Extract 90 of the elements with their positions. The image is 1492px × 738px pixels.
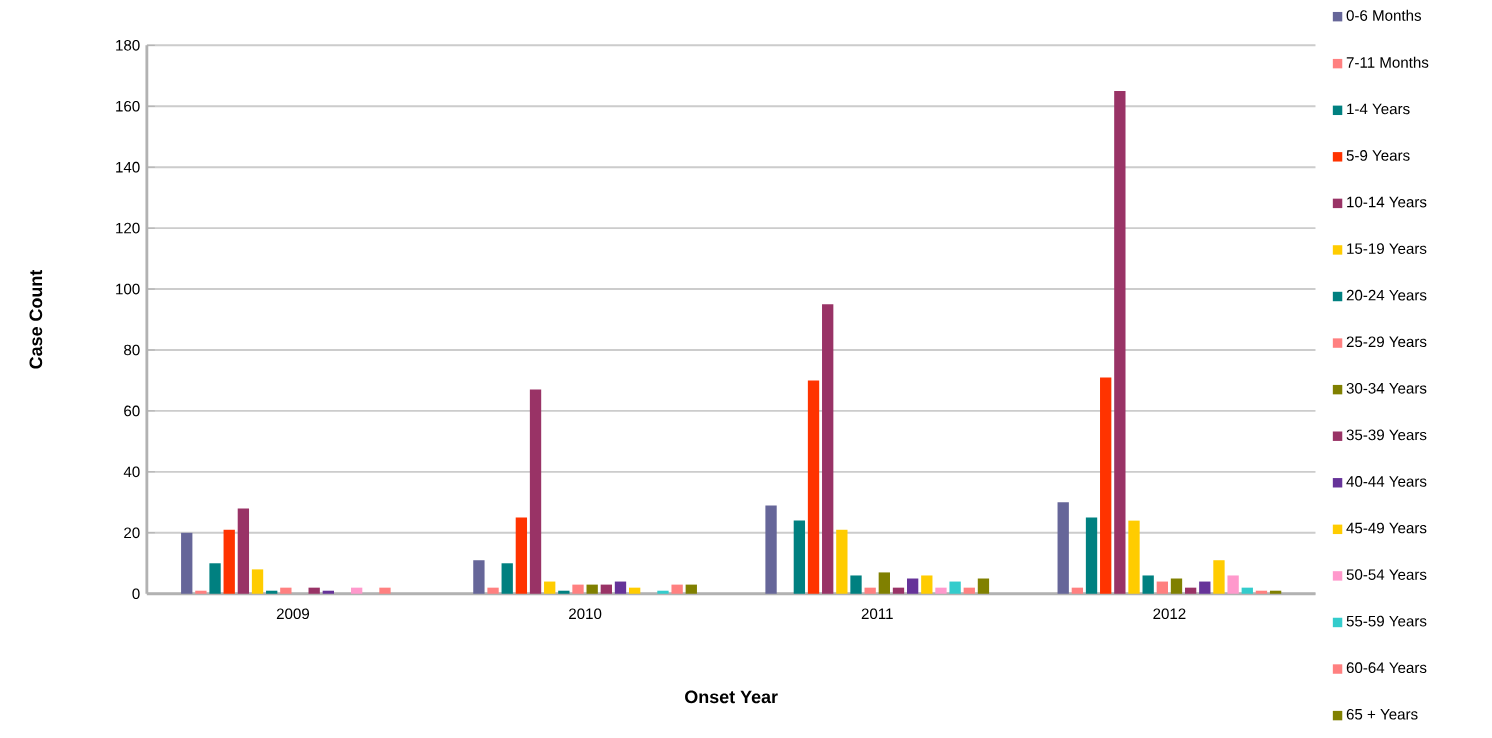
bar <box>487 587 499 594</box>
bar <box>935 587 947 594</box>
bar <box>850 575 862 594</box>
bar <box>308 587 320 594</box>
bar <box>963 587 975 594</box>
bar <box>892 587 905 594</box>
bar <box>878 572 890 594</box>
bar <box>195 590 207 594</box>
bar <box>1269 590 1282 594</box>
bar <box>822 304 834 594</box>
y-tick-label: 100 <box>116 283 140 295</box>
bar <box>906 578 919 594</box>
bar <box>1213 560 1225 594</box>
legend-label: 25-29 Years <box>1346 336 1427 348</box>
legend-label: 55-59 Years <box>1346 615 1427 627</box>
x-tick-label: 2010 <box>569 608 602 620</box>
bar <box>1114 90 1126 594</box>
bar <box>379 587 391 594</box>
bar <box>223 529 235 594</box>
bar <box>1156 581 1168 594</box>
bar <box>1057 502 1069 594</box>
bar <box>1100 377 1112 594</box>
legend-label: 10-14 Years <box>1347 196 1427 208</box>
legend-label: 7-11 Months <box>1346 56 1429 68</box>
bar <box>280 587 292 594</box>
bar <box>529 389 542 594</box>
x-tick-label: 2009 <box>276 608 310 620</box>
bar <box>836 529 848 594</box>
bar <box>807 380 820 594</box>
bar <box>977 578 990 594</box>
legend-label: 0-6 Months <box>1346 9 1422 21</box>
legend-label: 5-9 Years <box>1346 150 1410 161</box>
bar <box>237 508 250 594</box>
bar <box>1255 590 1268 594</box>
bar <box>614 581 627 594</box>
x-tick-label: 2011 <box>861 608 893 620</box>
bar <box>628 587 641 594</box>
y-tick-label: 80 <box>124 344 140 356</box>
y-tick-label: 160 <box>116 100 140 112</box>
bar <box>1199 581 1211 594</box>
bar <box>1241 587 1253 594</box>
x-axis-title: Onset Year <box>685 690 778 704</box>
bar <box>864 587 876 594</box>
y-tick-label: 40 <box>123 466 140 478</box>
y-tick-label: 120 <box>116 222 140 234</box>
bar <box>350 587 363 594</box>
y-tick-label: 20 <box>124 527 140 539</box>
bar <box>1142 575 1154 594</box>
bar <box>266 590 278 594</box>
bar <box>793 520 806 594</box>
bar <box>501 563 513 594</box>
bar <box>586 584 598 594</box>
bar <box>322 590 334 594</box>
bar <box>1085 517 1098 594</box>
bar <box>181 532 193 594</box>
bar <box>600 584 612 594</box>
legend-label: 15-19 Years <box>1347 243 1427 254</box>
bar <box>949 581 961 594</box>
legend-label: 60-64 Years <box>1346 662 1427 673</box>
bar <box>657 590 669 594</box>
bar <box>572 584 584 594</box>
legend-label: 40-44 Years <box>1346 476 1427 487</box>
y-tick-label: 140 <box>116 161 140 173</box>
legend-label: 30-34 Years <box>1346 382 1427 394</box>
legend-label: 20-24 Years <box>1346 289 1427 301</box>
bar <box>515 517 528 594</box>
bar <box>558 590 570 594</box>
y-axis-title: Case Count <box>29 269 43 369</box>
legend-label: 35-39 Years <box>1346 429 1427 441</box>
bar <box>1184 587 1197 594</box>
bar <box>1227 575 1239 594</box>
y-tick-label: 180 <box>116 39 140 51</box>
bar <box>209 563 221 594</box>
y-tick-label: 60 <box>124 405 140 417</box>
bar <box>921 575 933 594</box>
legend-label: 45-49 Years <box>1346 522 1427 534</box>
bar <box>685 584 697 594</box>
x-tick-label: 2012 <box>1153 608 1186 620</box>
bar <box>1128 520 1140 594</box>
bar <box>1071 587 1084 594</box>
bar <box>251 569 264 594</box>
bar <box>765 505 777 594</box>
legend-label: 1-4 Years <box>1347 103 1410 115</box>
bar <box>671 584 683 594</box>
y-tick-label: 0 <box>132 588 140 600</box>
bar <box>1170 578 1183 594</box>
bar <box>544 581 556 594</box>
legend-label: 50-54 Years <box>1346 569 1427 580</box>
bar <box>473 560 485 594</box>
legend-label: 65 + Years <box>1346 708 1418 720</box>
